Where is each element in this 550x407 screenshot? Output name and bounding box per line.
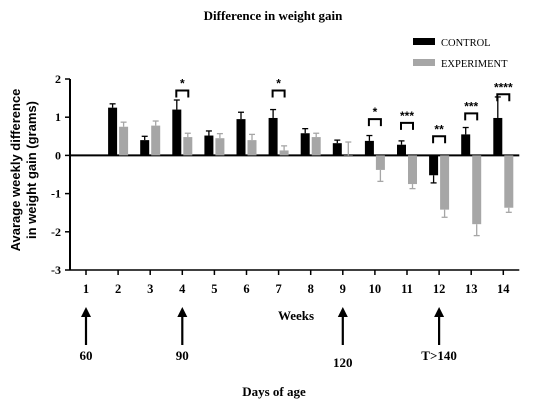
y-tick-label: -1: [51, 187, 61, 201]
x-tick-label: 8: [308, 282, 314, 296]
bar-control: [397, 144, 406, 156]
legend-swatch-experiment: [413, 59, 435, 66]
bar-control: [108, 107, 118, 156]
bar-experiment: [408, 155, 417, 185]
x-tick-label: 3: [147, 282, 153, 296]
y-tick-label: 0: [55, 148, 61, 162]
bar-experiment: [215, 138, 225, 156]
significance-bracket: [432, 135, 447, 144]
y-axis-label-line-1: Avarage weekly difference: [8, 89, 23, 252]
x-tick-label: 10: [369, 282, 382, 296]
bar-experiment: [119, 126, 129, 156]
significance-bracket: [175, 89, 190, 98]
day-arrow-head: [81, 307, 91, 317]
x-tick-label: 7: [275, 282, 281, 296]
y-tick-label: -2: [51, 225, 61, 239]
bar-control: [204, 135, 214, 156]
bar-experiment: [375, 155, 385, 170]
day-marker-label: 90: [176, 348, 189, 363]
x-axis-label: Weeks: [278, 308, 314, 323]
significance-label: ***: [464, 99, 478, 113]
day-marker-label: 120: [333, 355, 353, 370]
significance-bracket: [496, 93, 511, 102]
bar-experiment: [247, 140, 257, 156]
bar-experiment: [311, 137, 321, 156]
significance-bracket: [367, 118, 382, 127]
legend-label-control: CONTROL: [441, 38, 491, 49]
bar-experiment: [183, 137, 193, 156]
legend: CONTROL EXPERIMENT: [413, 38, 508, 70]
bar-experiment: [279, 150, 289, 156]
significance-label: *: [276, 76, 281, 90]
significance-label: *: [180, 76, 185, 90]
bar-control: [268, 117, 278, 156]
bar-experiment: [151, 125, 161, 156]
significance-label: **: [434, 122, 444, 136]
x-tick-label: 6: [243, 282, 249, 296]
days-label: Days of age: [242, 384, 306, 399]
y-axis-label-line-2: in weight gain (grams): [24, 101, 39, 239]
significance-bracket: [400, 121, 414, 130]
bar-control: [493, 117, 503, 156]
day-arrow-head: [434, 307, 445, 317]
legend-swatch-control: [413, 38, 435, 45]
day-marker-label: 60: [80, 348, 93, 363]
bar-control: [300, 133, 310, 156]
day-arrow-head: [337, 307, 348, 317]
x-tick-label: 12: [433, 282, 446, 296]
bar-control: [332, 143, 342, 156]
bar-experiment: [343, 155, 353, 156]
x-tick-label: 2: [115, 282, 121, 296]
bar-experiment: [504, 155, 514, 208]
y-tick-label: 2: [55, 72, 61, 86]
significance-bracket: [271, 89, 286, 98]
bar-control: [461, 134, 471, 156]
legend-label-experiment: EXPERIMENT: [441, 59, 508, 70]
chart-title: Difference in weight gain: [204, 8, 344, 23]
x-tick-label: 9: [340, 282, 346, 296]
bar-experiment: [472, 155, 482, 225]
x-tick-label: 5: [211, 282, 217, 296]
bar-control: [236, 119, 246, 156]
x-tick-label: 13: [465, 282, 478, 296]
significance-bracket: [464, 112, 479, 121]
y-tick-label: -3: [51, 263, 61, 277]
bar-control: [172, 109, 182, 156]
x-tick-label: 11: [401, 282, 413, 296]
day-arrow-head: [177, 307, 188, 317]
significance-label: *: [373, 105, 378, 119]
bar-experiment: [440, 155, 450, 210]
y-axis-label: Avarage weekly difference in weight gain…: [8, 89, 39, 252]
significance-label: ****: [494, 80, 513, 94]
bar-control: [429, 155, 439, 176]
day-markers: 60 90 120 T>140: [80, 307, 457, 370]
x-tick-label: 4: [179, 282, 186, 296]
x-tick-label: 14: [497, 282, 510, 296]
day-marker-label: T>140: [421, 348, 457, 363]
y-tick-label: 1: [55, 110, 61, 124]
bar-control: [140, 140, 150, 156]
bar-control: [364, 140, 374, 156]
plot-area: 210-1-2-31 2 3 4 5 6 7 8 9 10 11 12 13 14* ** *********…: [51, 72, 520, 296]
x-tick-label: 1: [83, 282, 89, 296]
significance-label: ***: [400, 109, 414, 123]
